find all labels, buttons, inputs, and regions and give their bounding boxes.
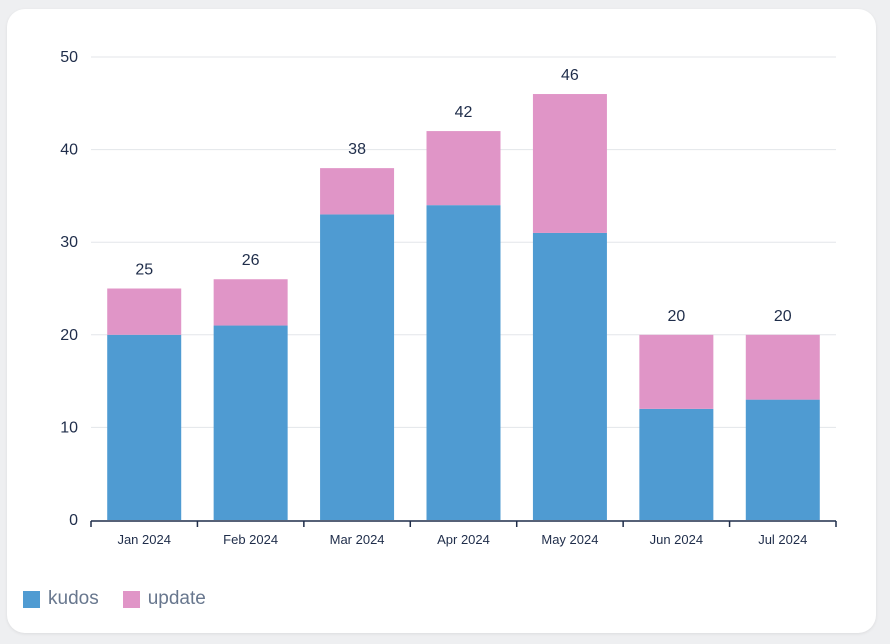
bar-kudos[interactable] [532,232,607,520]
y-tick-label: 10 [60,419,78,436]
y-tick-label: 0 [69,512,78,529]
bar-kudos[interactable] [213,325,288,520]
bar-total-label: 38 [348,141,366,158]
bar-update[interactable] [107,288,182,335]
bar-update[interactable] [426,131,501,206]
x-tick-label: Jun 2024 [650,532,704,547]
bar-update[interactable] [532,94,607,233]
x-tick-label: Jul 2024 [758,532,807,547]
bar-total-label: 20 [667,308,685,325]
x-tick-label: Apr 2024 [437,532,490,547]
y-tick-label: 40 [60,142,78,159]
bar-total-label: 20 [774,308,792,325]
bar-kudos[interactable] [639,408,714,520]
bar-total-label: 42 [455,104,473,121]
bar-update[interactable] [745,334,820,400]
bar-total-label: 26 [242,252,260,269]
bar-update[interactable] [639,334,714,409]
legend-swatch-update [122,590,140,608]
bar-total-label: 25 [135,262,153,279]
y-tick-label: 20 [60,327,78,344]
bar-kudos[interactable] [745,399,820,520]
legend-item-update[interactable]: update [122,588,206,610]
legend-swatch-kudos [23,590,40,608]
bar-update[interactable] [213,279,288,326]
bar-total-label: 46 [561,67,579,84]
legend-label-kudos: kudos [48,588,99,609]
x-tick-label: May 2024 [541,532,598,547]
legend: kudos update [23,588,206,610]
bar-update[interactable] [320,168,395,215]
bar-kudos[interactable] [426,205,501,520]
legend-label-update: update [147,588,206,609]
bar-kudos[interactable] [320,214,395,521]
y-tick-label: 30 [60,234,78,251]
y-tick-label: 50 [60,49,78,66]
x-tick-label: Jan 2024 [117,532,171,547]
legend-item-kudos[interactable]: kudos [23,588,99,610]
x-tick-label: Mar 2024 [330,532,385,547]
x-tick-label: Feb 2024 [223,532,278,547]
bar-kudos[interactable] [107,334,182,520]
